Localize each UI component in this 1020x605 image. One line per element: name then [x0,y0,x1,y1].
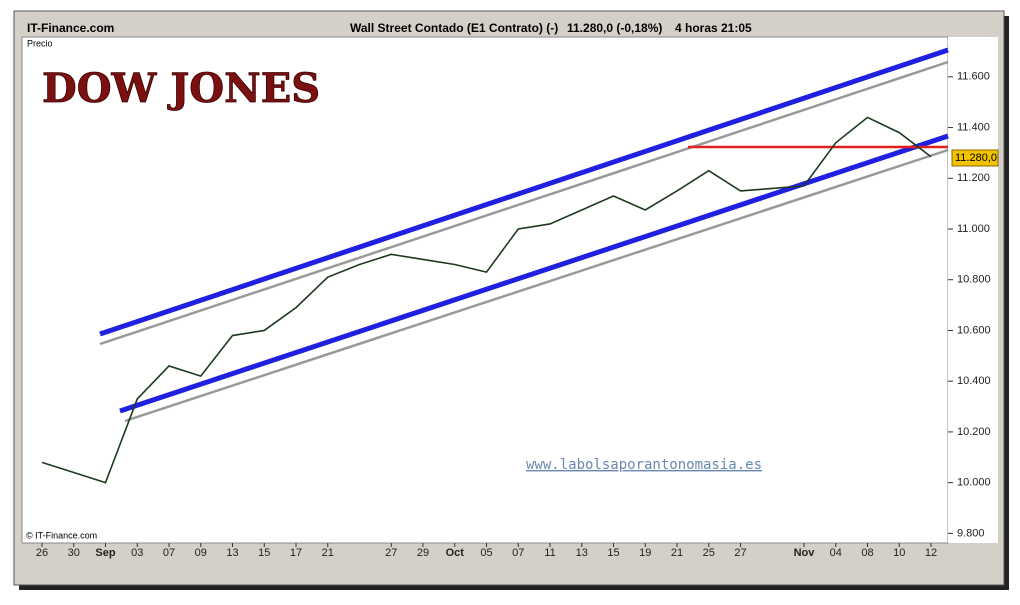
channel-upper [99,47,949,337]
x-tick-label: 25 [703,547,715,559]
x-tick-label: 21 [671,547,683,559]
x-tick-label: Sep [95,547,115,559]
x-tick-label: 29 [417,547,429,559]
y-tick-label: 9.800 [957,527,985,539]
x-tick-label: 04 [830,547,842,559]
channel-upper-inner [99,60,949,346]
y-axis-label: Precio [27,38,53,48]
y-tick-label: 10.200 [957,426,991,438]
y-tick-label: 10.600 [957,324,991,336]
channel-lower [119,133,949,414]
axis-area [948,37,998,543]
last-price-label: 11.280,0 [955,152,997,164]
x-tick-label: 27 [734,547,746,559]
x-tick-label: 21 [322,547,334,559]
x-tick-label: 09 [195,547,207,559]
x-tick-label: 13 [576,547,588,559]
chart-title: DOW JONES [42,65,320,112]
x-tick-label: 30 [68,547,80,559]
header-quote: 11.280,0 (-0,18%) [567,21,662,35]
x-tick-label: 19 [639,547,651,559]
header-time: 21:05 [721,21,752,35]
y-tick-label: 10.400 [957,375,991,387]
y-tick-label: 11.400 [957,121,990,133]
x-tick-label: 17 [290,547,302,559]
x-tick-label: 11 [544,547,555,559]
y-tick-label: 10.000 [957,477,991,489]
header-instrument: Wall Street Contado (E1 Contrato) (-) [350,21,558,35]
x-tick-label: 03 [131,547,143,559]
x-tick-label: 07 [512,547,524,559]
y-tick-label: 11.600 [957,71,990,83]
x-tick-label: 13 [226,547,238,559]
price-line [41,116,932,484]
x-tick-label: 07 [163,547,175,559]
x-tick-label: 15 [607,547,619,559]
x-tick-label: 26 [36,547,48,559]
last-price-tag [951,149,999,167]
y-tick-label: 11.200 [957,172,990,184]
x-tick-label: 27 [385,547,397,559]
x-tick-label: 05 [480,547,492,559]
x-tick-label: 10 [893,547,905,559]
x-tick-label: Nov [794,547,816,559]
x-tick-label: 08 [861,547,873,559]
header-source: IT-Finance.com [27,21,114,35]
copyright: © IT-Finance.com [26,530,97,540]
header-period: 4 horas [675,21,718,35]
x-tick-label: 15 [258,547,270,559]
y-tick-label: 10.800 [957,274,991,286]
x-tick-label: Oct [446,547,465,559]
channel-lower-inner [124,148,949,423]
y-tick-label: 11.000 [957,223,990,235]
watermark: www.labolsaporantonomasia.es [526,457,762,473]
x-tick-label: 12 [925,547,937,559]
